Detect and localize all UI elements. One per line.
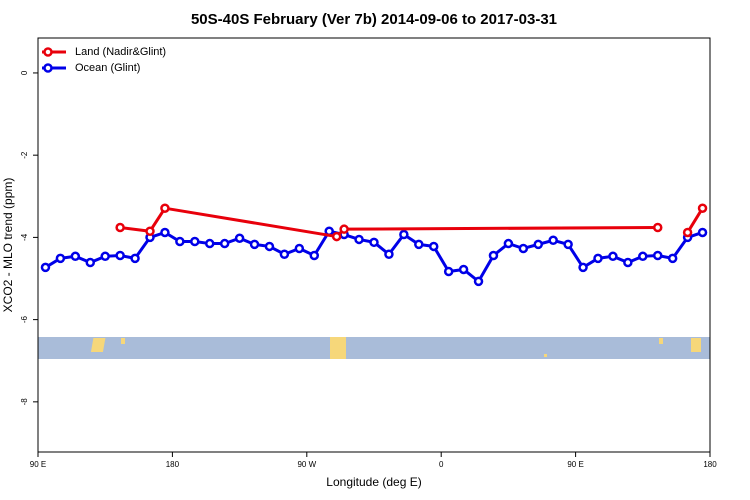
x-tick-label: 90 E xyxy=(30,460,46,469)
point xyxy=(70,251,81,262)
point xyxy=(100,251,110,262)
point xyxy=(652,250,663,261)
point xyxy=(518,243,529,254)
point xyxy=(697,227,708,238)
x-tick-label: 90 E xyxy=(567,460,583,469)
y-tick-label: -8 xyxy=(20,398,29,406)
point xyxy=(488,250,499,261)
point xyxy=(503,238,514,249)
legend-label: Ocean (Glint) xyxy=(75,62,140,74)
point xyxy=(533,239,544,250)
y-tick-label: 0 xyxy=(20,70,29,75)
point xyxy=(667,253,678,264)
point xyxy=(443,266,454,277)
legend-marker xyxy=(43,47,53,57)
x-axis-label: Longitude (deg E) xyxy=(326,475,421,489)
point xyxy=(85,257,96,268)
y-tick-label: -4 xyxy=(20,233,29,241)
point xyxy=(399,229,409,240)
point xyxy=(115,222,125,233)
point xyxy=(130,253,140,264)
point xyxy=(697,203,708,213)
point xyxy=(608,251,618,262)
point xyxy=(309,250,320,261)
point xyxy=(563,239,573,250)
point xyxy=(473,276,484,287)
series-line xyxy=(119,206,704,239)
point xyxy=(160,203,170,213)
legend-label: Land (Nadir&Glint) xyxy=(75,46,166,58)
point xyxy=(219,238,230,249)
point xyxy=(682,227,693,238)
point xyxy=(249,239,260,250)
point xyxy=(264,241,275,252)
point xyxy=(204,238,215,249)
plot-frame xyxy=(37,37,711,453)
point xyxy=(638,251,648,262)
point xyxy=(428,241,439,252)
legend-marker xyxy=(43,63,53,73)
point xyxy=(384,249,394,260)
x-tick-label: 180 xyxy=(703,460,717,469)
point xyxy=(160,227,170,238)
y-tick-label: -6 xyxy=(20,316,29,324)
point xyxy=(414,239,424,250)
legend-item: Land (Nadir&Glint) xyxy=(42,46,166,58)
point xyxy=(279,249,290,260)
legend-item: Ocean (Glint) xyxy=(42,62,140,74)
y-tick-label: -2 xyxy=(20,151,29,159)
point xyxy=(145,226,155,236)
x-tick-label: 0 xyxy=(439,460,444,469)
x-tick-label: 180 xyxy=(166,460,180,469)
point xyxy=(115,250,125,261)
point xyxy=(578,262,588,273)
point xyxy=(294,243,305,254)
y-axis-label: XCO2 - MLO trend (ppm) xyxy=(1,178,15,313)
point xyxy=(652,222,663,233)
x-tick-label: 90 W xyxy=(297,460,316,469)
point xyxy=(369,237,379,248)
point xyxy=(339,224,349,234)
point xyxy=(234,233,245,243)
chart-title: 50S-40S February (Ver 7b) 2014-09-06 to … xyxy=(191,11,557,28)
point xyxy=(40,262,51,273)
map-strip xyxy=(38,337,710,359)
point xyxy=(55,253,66,264)
point xyxy=(354,234,364,245)
point xyxy=(593,253,603,264)
point xyxy=(458,264,469,275)
point xyxy=(623,257,633,268)
point xyxy=(548,235,558,246)
point xyxy=(190,236,200,247)
point xyxy=(175,236,185,247)
point xyxy=(331,231,342,242)
